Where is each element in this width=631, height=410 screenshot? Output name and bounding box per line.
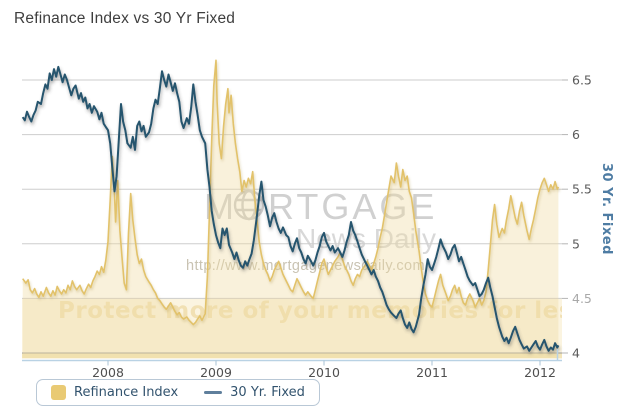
svg-text:2012: 2012 [524, 365, 556, 380]
svg-text:4: 4 [572, 346, 580, 361]
svg-text:2010: 2010 [308, 365, 340, 380]
ad-band [22, 298, 562, 359]
data-series [21, 59, 560, 359]
y-axis-title: 30 Yr. Fixed [599, 163, 614, 255]
svg-text:5.5: 5.5 [572, 182, 592, 197]
legend-box: Refinance Index 30 Yr. Fixed [36, 379, 320, 406]
thirty-yr-fixed-line-swatch [204, 391, 223, 394]
brand-watermark-suffix: RTGAGE [268, 186, 437, 227]
gridlines: 4 4.5 5 5.5 6 6.5 [22, 73, 592, 361]
legend-label-refinance-index: Refinance Index [74, 385, 179, 400]
svg-text:6: 6 [572, 127, 580, 142]
axes: 2008 2009 2010 2011 2012 [22, 349, 562, 380]
svg-text:5: 5 [572, 236, 580, 251]
legend-label-30yr-fixed: 30 Yr. Fixed [230, 385, 305, 400]
legend-item-refinance-index[interactable]: Refinance Index [51, 385, 178, 400]
svg-text:2008: 2008 [92, 365, 124, 380]
svg-text:4.5: 4.5 [572, 291, 592, 306]
refinance-index-swatch [51, 385, 66, 400]
legend-item-30yr-fixed[interactable]: 30 Yr. Fixed [204, 385, 305, 400]
svg-text:6.5: 6.5 [572, 73, 592, 88]
chart-title: Refinance Index vs 30 Yr Fixed [14, 10, 236, 27]
svg-text:2009: 2009 [200, 365, 232, 380]
svg-text:2011: 2011 [416, 365, 448, 380]
